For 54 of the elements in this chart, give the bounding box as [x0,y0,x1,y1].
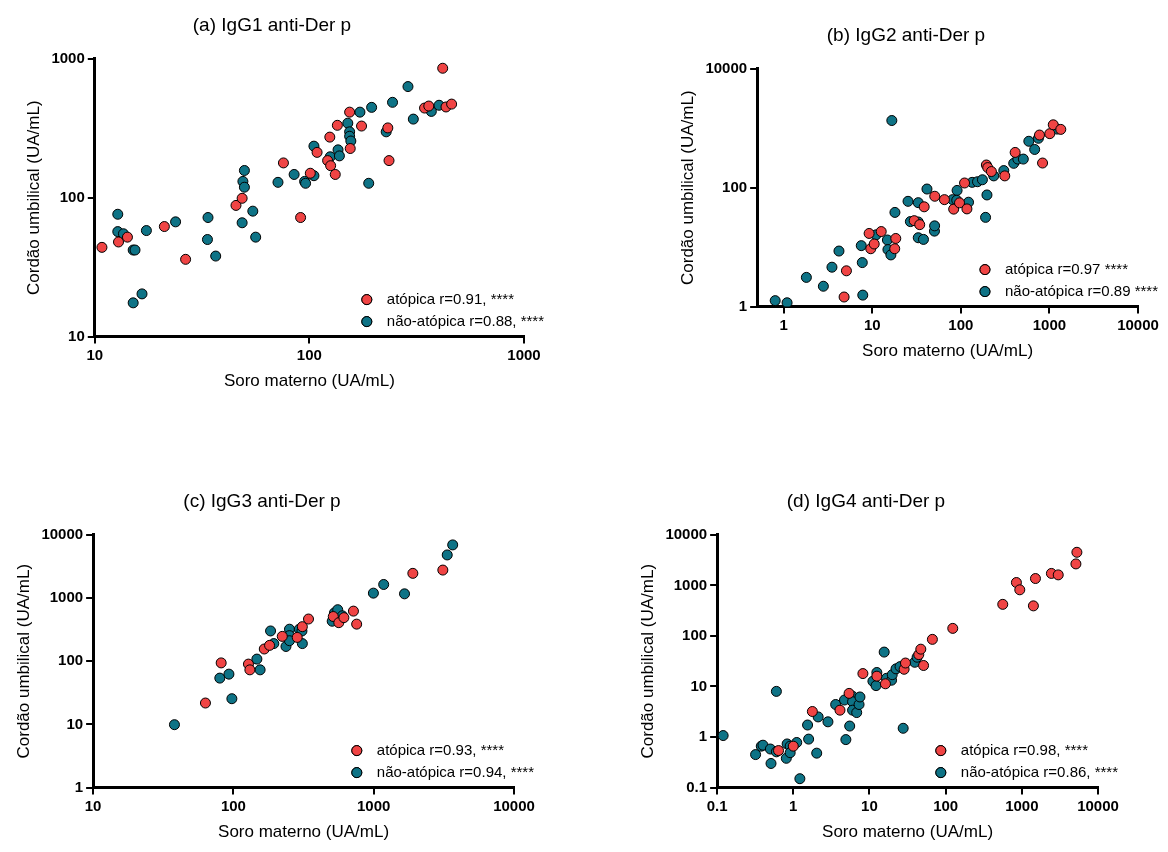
x-tick-label: 1000 [1005,796,1039,814]
y-axis-title: Cordão umbilical (UA/mL) [13,563,33,759]
y-tick-label: 100 [59,187,85,205]
x-tick-label: 100 [933,796,959,814]
x-tick-label: 1000 [507,345,541,363]
chart-title: (b) IgG2 anti-Der p [826,23,986,45]
legend-label: atópica r=0.97 **** [1004,259,1129,277]
legend-label: não-atópica r=0.86, **** [960,762,1119,780]
x-axis-title: Soro materno (UA/mL) [862,341,1034,361]
x-tick-label: 10000 [1117,315,1159,333]
legend-label: atópica r=0.98, **** [960,740,1089,758]
x-tick-label: 10000 [1077,796,1119,814]
x-axis-title: Soro materno (UA/mL) [218,822,390,842]
y-tick-label: 10000 [41,524,84,542]
y-tick-label: 10 [66,714,84,732]
y-axis-title: Cordão umbilical (UA/mL) [23,100,43,296]
y-tick-label: 10 [68,326,85,344]
x-axis-title: Soro materno (UA/mL) [822,822,994,842]
chart-title: (c) IgG3 anti-Der p [183,489,341,511]
x-tick-label: 10 [84,796,102,814]
y-tick-label: 1000 [673,575,708,593]
y-tick-label: 1 [698,727,708,745]
legend-label: atópica r=0.91, **** [386,289,515,307]
x-tick-label: 10 [863,315,881,333]
x-tick-label: 100 [296,345,322,363]
y-axis-title: Cordão umbilical (UA/mL) [677,90,697,286]
y-tick-label: 10 [690,676,708,694]
x-tick-label: 100 [948,315,974,333]
x-tick-label: 1000 [1032,315,1067,333]
y-tick-label: 10000 [665,524,708,542]
y-tick-label: 1 [738,296,748,314]
y-tick-label: 100 [58,651,84,669]
chart-title: (d) IgG4 anti-Der p [786,489,946,511]
x-axis-title: Soro materno (UA/mL) [223,371,395,391]
legend-label: não-atópica r=0.89 **** [1004,281,1159,299]
x-tick-label: 10000 [493,796,535,814]
x-tick-label: 10 [861,796,878,814]
x-tick-label: 10 [86,345,104,363]
y-tick-label: 1 [74,777,84,795]
legend-label: não-atópica r=0.88, **** [386,311,545,329]
y-tick-label: 1000 [49,588,84,606]
y-tick-label: 100 [722,177,748,195]
x-tick-label: 100 [220,796,246,814]
legend-label: não-atópica r=0.94, **** [376,762,535,780]
y-tick-label: 100 [682,626,708,644]
y-tick-label: 1000 [51,48,85,66]
x-tick-label: 1000 [357,796,391,814]
legend-label: atópica r=0.93, **** [376,740,505,758]
x-tick-label: 1 [779,315,788,333]
chart-title: (a) IgG1 anti-Der p [192,13,352,35]
y-axis-title: Cordão umbilical (UA/mL) [637,563,657,759]
y-tick-label: 10000 [705,58,748,76]
y-tick-label: 0.1 [686,777,708,795]
x-tick-label: 1 [789,796,798,814]
